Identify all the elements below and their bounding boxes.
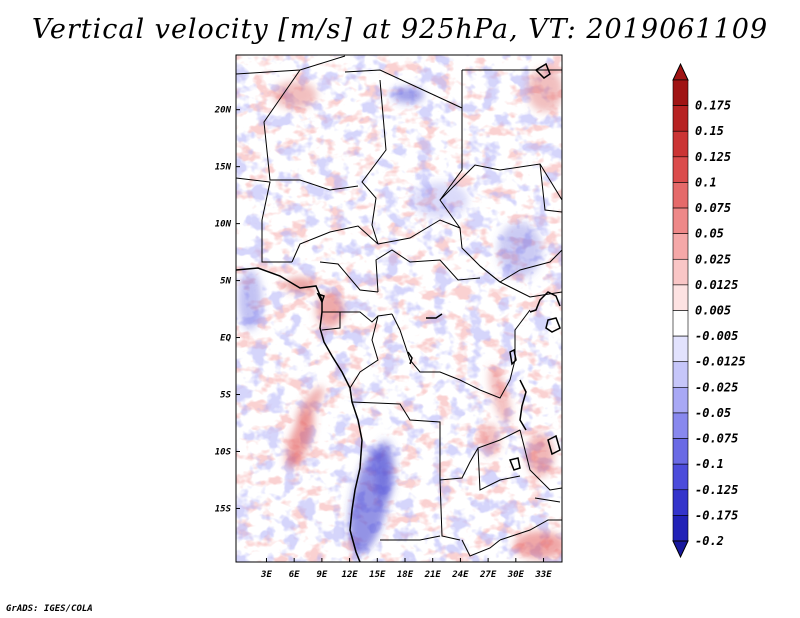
lon-tick-label: 27E [479,570,497,580]
colorbar-level-label: -0.125 [695,483,738,497]
colorbar-swatch [672,156,689,183]
colorbar-swatch [672,130,689,158]
colorbar-swatch [672,105,689,132]
map-title: Vertical velocity [m/s] at 925hPa, VT: 2… [31,14,769,45]
colorbar-swatch [672,515,689,542]
colorbar-swatch [672,284,689,311]
lat-tick-label: 15N [215,163,232,173]
colorbar-level-label: -0.05 [695,406,731,420]
colorbar-level-label: 0.075 [695,201,731,215]
colorbar-swatch [672,438,689,465]
lon-tick-label: 30E [507,570,525,580]
colorbar: 0.175 0.15 0.125 0.1 0.075 0.05 0.025 0.0125 0.0… [672,62,746,559]
lon-tick-label: 33E [534,570,552,580]
colorbar-level-label: -0.005 [695,329,738,343]
colorbar-level-label: -0.2 [695,534,724,548]
colorbar-swatch [672,463,689,491]
colorbar-swatch [672,412,689,439]
lon-tick-label: 24E [451,570,469,580]
colorbar-swatch [672,182,689,209]
colorbar-level-label: 0.025 [695,252,731,266]
lat-tick-label: 20N [214,106,232,116]
coastlines-and-lakes [236,62,561,562]
colorbar-swatch [672,489,689,516]
colorbar-level-label: 0.005 [695,304,731,318]
colorbar-level-label: 0.05 [695,227,724,241]
colorbar-level-label: -0.175 [695,508,738,522]
latitude-axis: 20N 15N 10N 5N EQ 5S 10S 15S [214,106,240,514]
field-texture-downdraft [236,55,562,562]
colorbar-level-label: 0.125 [695,150,731,164]
lon-tick-label: 3E [260,570,272,580]
lon-tick-label: 18E [397,570,414,580]
lat-tick-label: 5S [220,391,231,401]
colorbar-swatch [672,361,689,388]
field-features [238,68,562,559]
colorbar-swatch [672,233,689,260]
country-borders [236,55,562,557]
colorbar-level-label: -0.025 [695,380,738,394]
colorbar-level-label: 0.0125 [695,278,738,292]
lat-tick-label: 10N [215,220,232,230]
colorbar-level-label: 0.175 [695,99,731,113]
colorbar-swatch [672,79,689,106]
colorbar-bottom-arrow [672,540,689,559]
colorbar-top-arrow [672,62,689,81]
lat-tick-label: 15S [215,504,232,514]
lon-tick-label: 9E [316,570,327,580]
longitude-axis: 3E 6E 9E 12E 15E 18E 21E 24E 27E 30E 33E [260,558,552,580]
colorbar-swatch [672,335,689,363]
colorbar-level-label: -0.1 [695,457,724,471]
colorbar-swatch [672,207,689,234]
map-frame [235,54,563,563]
credit-label: GrADS: IGES/COLA [6,604,93,614]
colorbar-swatch [672,387,689,414]
lat-tick-label: EQ [220,334,231,344]
lon-tick-label: 21E [424,570,442,580]
colorbar-level-label: -0.0125 [695,355,746,369]
colorbar-swatch [672,310,689,337]
colorbar-level-label: -0.075 [695,432,738,446]
map-field [236,55,562,562]
lat-tick-label: 5N [220,277,231,287]
colorbar-level-label: 0.15 [695,124,724,138]
lon-tick-label: 6E [289,570,300,580]
lat-tick-label: 10S [215,447,232,457]
colorbar-level-label: 0.1 [695,175,717,189]
colorbar-swatch [672,258,689,286]
lon-tick-label: 15E [369,570,386,580]
lon-tick-label: 12E [341,570,358,580]
